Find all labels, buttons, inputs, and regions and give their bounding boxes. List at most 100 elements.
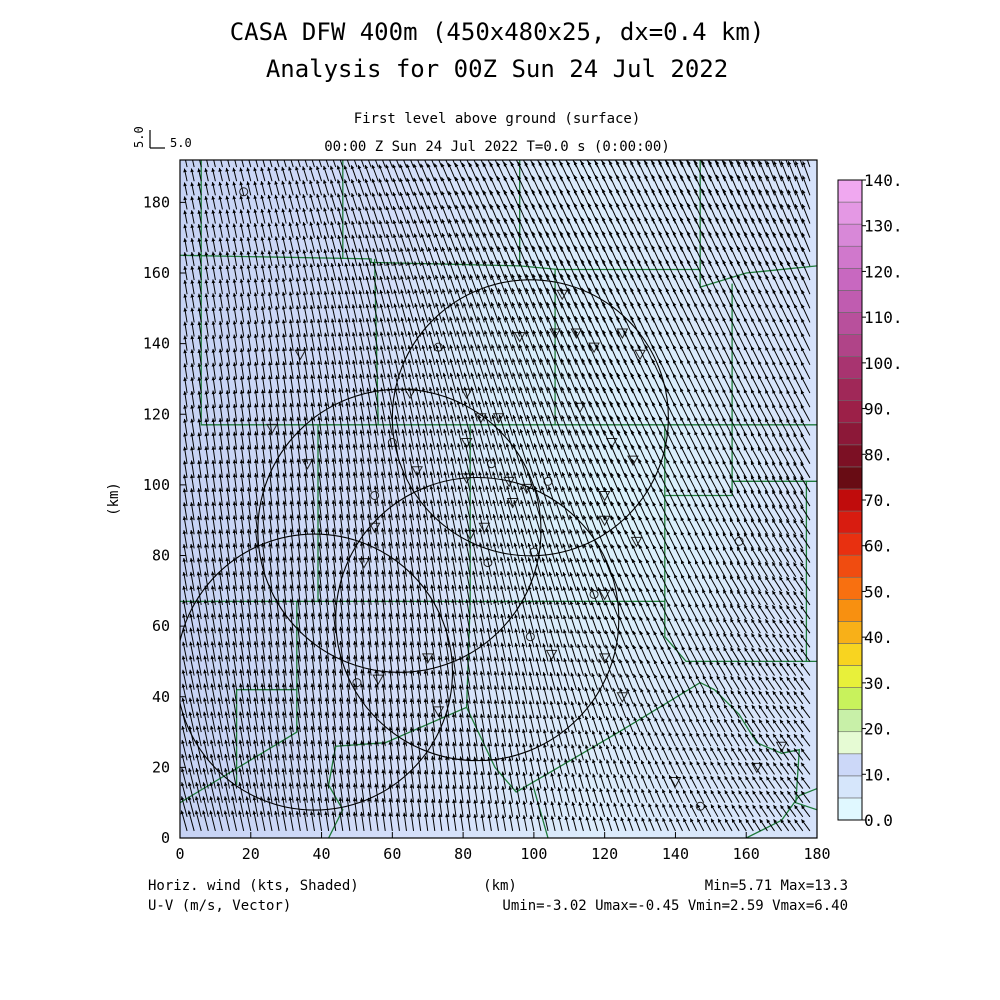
wind-vector — [196, 571, 202, 591]
y-tick-label: 180 — [143, 193, 170, 211]
wind-vector — [183, 168, 188, 182]
wind-vector — [181, 655, 188, 676]
station-triangle — [630, 536, 643, 548]
wind-vector — [189, 627, 195, 648]
wind-vector — [211, 543, 216, 563]
wind-vector — [185, 160, 188, 168]
wind-vector — [188, 739, 195, 761]
station-triangle — [549, 328, 561, 340]
colorbar-swatch — [837, 400, 863, 424]
wind-vector — [188, 725, 195, 747]
chart-subtitle: Analysis for 00Z Sun 24 Jul 2022 — [266, 55, 728, 83]
wind-vector — [189, 529, 195, 549]
wind-vector — [196, 557, 202, 577]
wind-vector — [217, 641, 223, 662]
wind-vector — [181, 711, 188, 733]
x-tick-label: 160 — [733, 845, 760, 863]
wind-vector — [197, 474, 202, 493]
wind-vector — [204, 515, 209, 535]
wind-vector — [204, 196, 209, 210]
wind-vector — [190, 446, 195, 464]
colorbar-label: 10. — [864, 765, 893, 784]
wind-vector — [203, 571, 209, 591]
x-tick-label: 20 — [242, 845, 260, 863]
station-triangle — [460, 438, 473, 449]
wind-vector — [211, 195, 216, 210]
county-line — [745, 787, 817, 838]
wind-vector — [218, 529, 223, 549]
colorbar-label: 120. — [864, 262, 903, 281]
x-tick-label: 100 — [520, 845, 547, 863]
wind-vector — [224, 739, 231, 761]
station-triangle — [503, 476, 515, 488]
wind-vector — [203, 585, 209, 606]
wind-vector — [224, 725, 231, 747]
county-line — [180, 254, 701, 271]
y-tick-label: 0 — [161, 829, 170, 847]
wind-vector — [183, 446, 188, 464]
colorbar-swatch — [837, 510, 863, 534]
wind-vector — [206, 160, 209, 168]
reference-vector-label: 5.0 — [170, 136, 192, 150]
wind-vector — [211, 348, 216, 365]
wind-vector — [202, 810, 209, 832]
wind-vector — [203, 627, 209, 648]
wind-vector — [218, 265, 223, 281]
wind-vector — [197, 293, 202, 309]
wind-vector — [204, 460, 209, 478]
wind-vector — [209, 782, 216, 803]
wind-vector — [211, 362, 216, 380]
colorbar-label: 0.0 — [864, 811, 893, 830]
wind-vector — [203, 669, 209, 690]
wind-vector — [210, 599, 216, 620]
wind-vector — [211, 279, 216, 295]
wind-vector — [223, 796, 231, 817]
wind-vector — [211, 418, 216, 436]
wind-vector — [190, 377, 195, 394]
x-axis-label: (km) — [483, 878, 517, 894]
wind-vector — [197, 488, 202, 507]
wind-vector — [210, 613, 216, 634]
wind-vector — [189, 571, 195, 591]
reference-vector-rotated-label: 5.0 — [132, 126, 146, 148]
colorbar-swatch — [837, 797, 863, 821]
wind-vector — [180, 796, 188, 817]
wind-vector — [211, 404, 216, 422]
wind-vector — [204, 279, 209, 295]
wind-vector — [204, 168, 209, 182]
wind-vector — [218, 223, 223, 238]
wind-vector — [190, 474, 195, 493]
wind-vector — [209, 739, 216, 761]
wind-vector — [218, 557, 223, 577]
wind-vector — [190, 418, 195, 436]
wind-vector — [197, 432, 202, 450]
wind-vector — [211, 321, 216, 337]
wind-vector — [180, 768, 188, 789]
wind-vector — [211, 446, 216, 464]
wind-vector — [183, 363, 188, 380]
wind-vector — [190, 196, 195, 210]
colorbar-swatch — [837, 223, 863, 247]
wind-vector — [197, 168, 202, 182]
wind-vector — [197, 237, 202, 252]
wind-vector — [217, 627, 223, 648]
wind-vector — [202, 725, 209, 747]
wind-vector — [183, 418, 188, 436]
station-triangle — [570, 328, 583, 340]
wind-vector — [210, 585, 216, 606]
wind-vector — [190, 335, 195, 351]
wind-vector — [218, 293, 223, 309]
wind-vector — [204, 348, 209, 365]
wind-vector — [211, 432, 216, 450]
wind-vector — [217, 739, 223, 761]
wind-vector — [183, 391, 188, 408]
reference-vector: 5.0 5.0 — [132, 126, 192, 150]
station-triangle — [616, 692, 629, 703]
wind-vector — [218, 473, 223, 493]
colorbar-swatch — [837, 290, 863, 313]
station-triangle — [574, 402, 586, 414]
wind-vector — [210, 683, 216, 704]
wind-vector — [196, 669, 202, 690]
wind-vector — [204, 251, 209, 267]
